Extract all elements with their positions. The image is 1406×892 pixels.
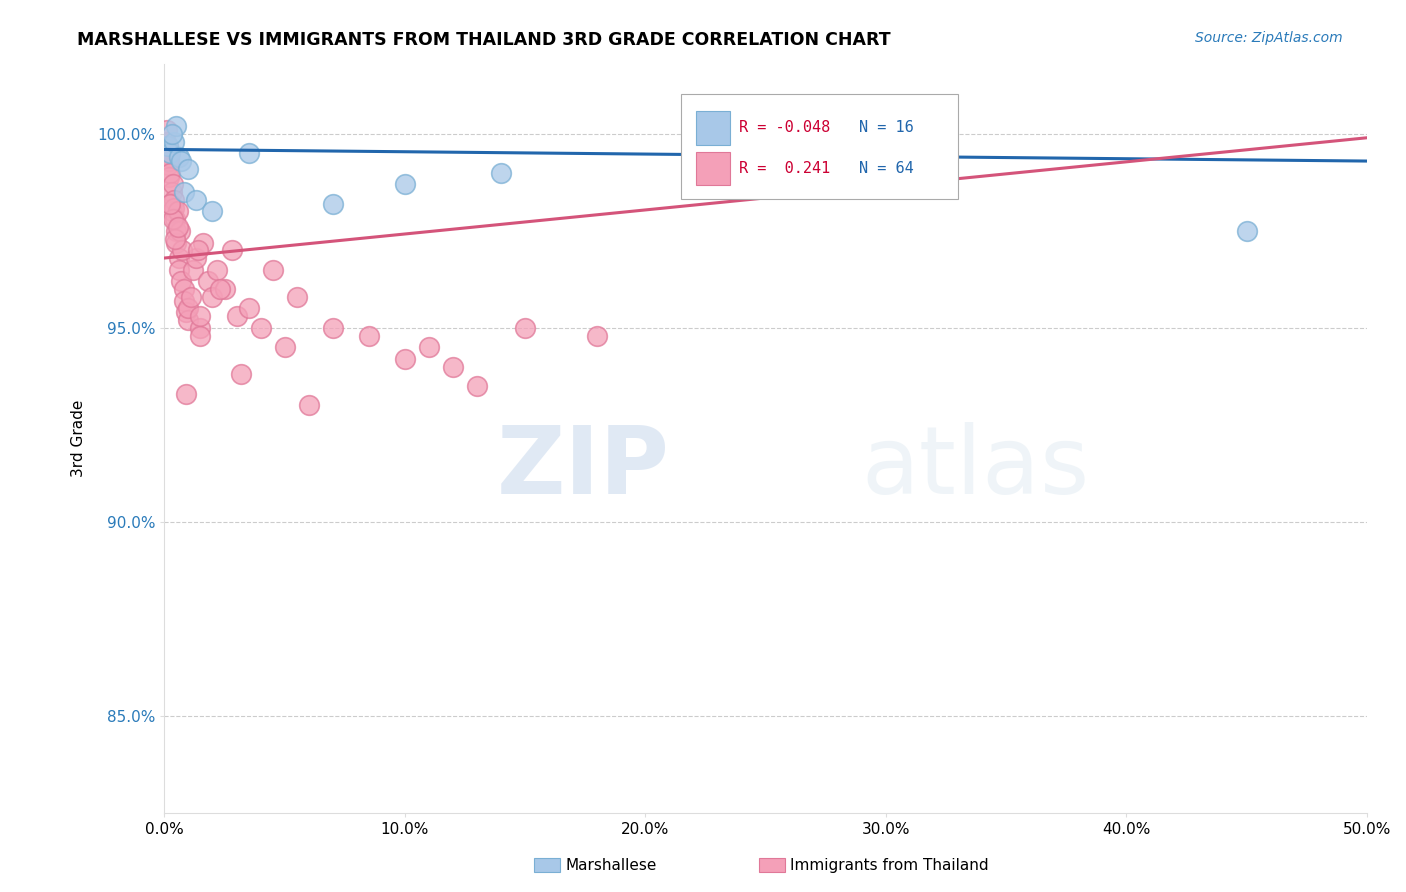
Point	[208, 282, 231, 296]
Point	[214, 282, 236, 296]
Point	[160, 204, 183, 219]
Point	[177, 161, 200, 176]
Point	[157, 169, 180, 184]
Point	[249, 321, 271, 335]
Text: N = 16: N = 16	[859, 120, 914, 136]
Point	[169, 224, 191, 238]
Point	[238, 301, 260, 316]
Text: ZIP: ZIP	[496, 423, 669, 515]
Text: R =  0.241: R = 0.241	[740, 161, 831, 177]
Bar	[696, 112, 730, 145]
Point	[167, 150, 190, 164]
Point	[238, 146, 260, 161]
Point	[285, 290, 308, 304]
Point	[201, 204, 224, 219]
FancyBboxPatch shape	[682, 94, 957, 199]
Text: MARSHALLESE VS IMMIGRANTS FROM THAILAND 3RD GRADE CORRELATION CHART: MARSHALLESE VS IMMIGRANTS FROM THAILAND …	[77, 31, 891, 49]
Point	[181, 262, 204, 277]
Point	[170, 154, 193, 169]
Point	[221, 244, 243, 258]
Point	[190, 310, 212, 324]
Point	[163, 135, 186, 149]
Point	[173, 293, 195, 308]
Point	[170, 274, 193, 288]
Point	[394, 178, 416, 192]
Point	[165, 212, 187, 227]
Y-axis label: 3rd Grade: 3rd Grade	[72, 400, 86, 477]
Point	[165, 224, 187, 238]
Point	[157, 150, 180, 164]
Point	[180, 290, 202, 304]
Point	[1236, 224, 1258, 238]
Point	[190, 328, 212, 343]
Point	[322, 321, 344, 335]
Point	[156, 123, 179, 137]
Text: Source: ZipAtlas.com: Source: ZipAtlas.com	[1195, 31, 1343, 45]
Point	[262, 262, 284, 277]
Point	[465, 379, 488, 393]
Point	[586, 328, 609, 343]
Point	[513, 321, 536, 335]
Point	[159, 146, 181, 161]
Text: R = -0.048: R = -0.048	[740, 120, 831, 136]
Point	[165, 235, 187, 250]
Point	[201, 290, 224, 304]
Point	[174, 305, 197, 319]
Point	[167, 262, 190, 277]
Text: N = 64: N = 64	[859, 161, 914, 177]
Point	[174, 387, 197, 401]
Point	[394, 351, 416, 366]
Point	[190, 321, 212, 335]
Point	[156, 138, 179, 153]
Point	[173, 185, 195, 199]
Point	[322, 196, 344, 211]
Point	[191, 235, 214, 250]
Point	[177, 301, 200, 316]
Point	[166, 204, 188, 219]
Point	[184, 193, 207, 207]
Text: Immigrants from Thailand: Immigrants from Thailand	[790, 858, 988, 872]
Point	[207, 262, 229, 277]
Point	[273, 340, 295, 354]
Point	[225, 310, 247, 324]
Point	[187, 244, 209, 258]
Point	[165, 119, 187, 133]
Point	[156, 138, 179, 153]
Point	[177, 313, 200, 327]
Point	[166, 219, 188, 234]
Point	[167, 251, 190, 265]
Point	[357, 328, 380, 343]
Point	[489, 166, 512, 180]
Point	[162, 178, 184, 192]
Point	[156, 158, 179, 172]
Point	[155, 135, 177, 149]
Point	[173, 282, 195, 296]
Point	[157, 154, 180, 169]
Point	[160, 185, 183, 199]
Point	[160, 127, 183, 141]
Point	[155, 146, 177, 161]
Point	[162, 212, 184, 227]
Bar	[696, 152, 730, 186]
Point	[197, 274, 219, 288]
Point	[163, 193, 186, 207]
Point	[163, 201, 186, 215]
Text: atlas: atlas	[862, 423, 1090, 515]
Point	[418, 340, 440, 354]
Point	[231, 368, 253, 382]
Point	[441, 359, 464, 374]
Point	[159, 166, 181, 180]
Point	[172, 244, 194, 258]
Text: Marshallese: Marshallese	[565, 858, 657, 872]
Point	[298, 399, 321, 413]
Point	[159, 196, 181, 211]
Point	[156, 143, 179, 157]
Point	[165, 232, 187, 246]
Point	[184, 251, 207, 265]
